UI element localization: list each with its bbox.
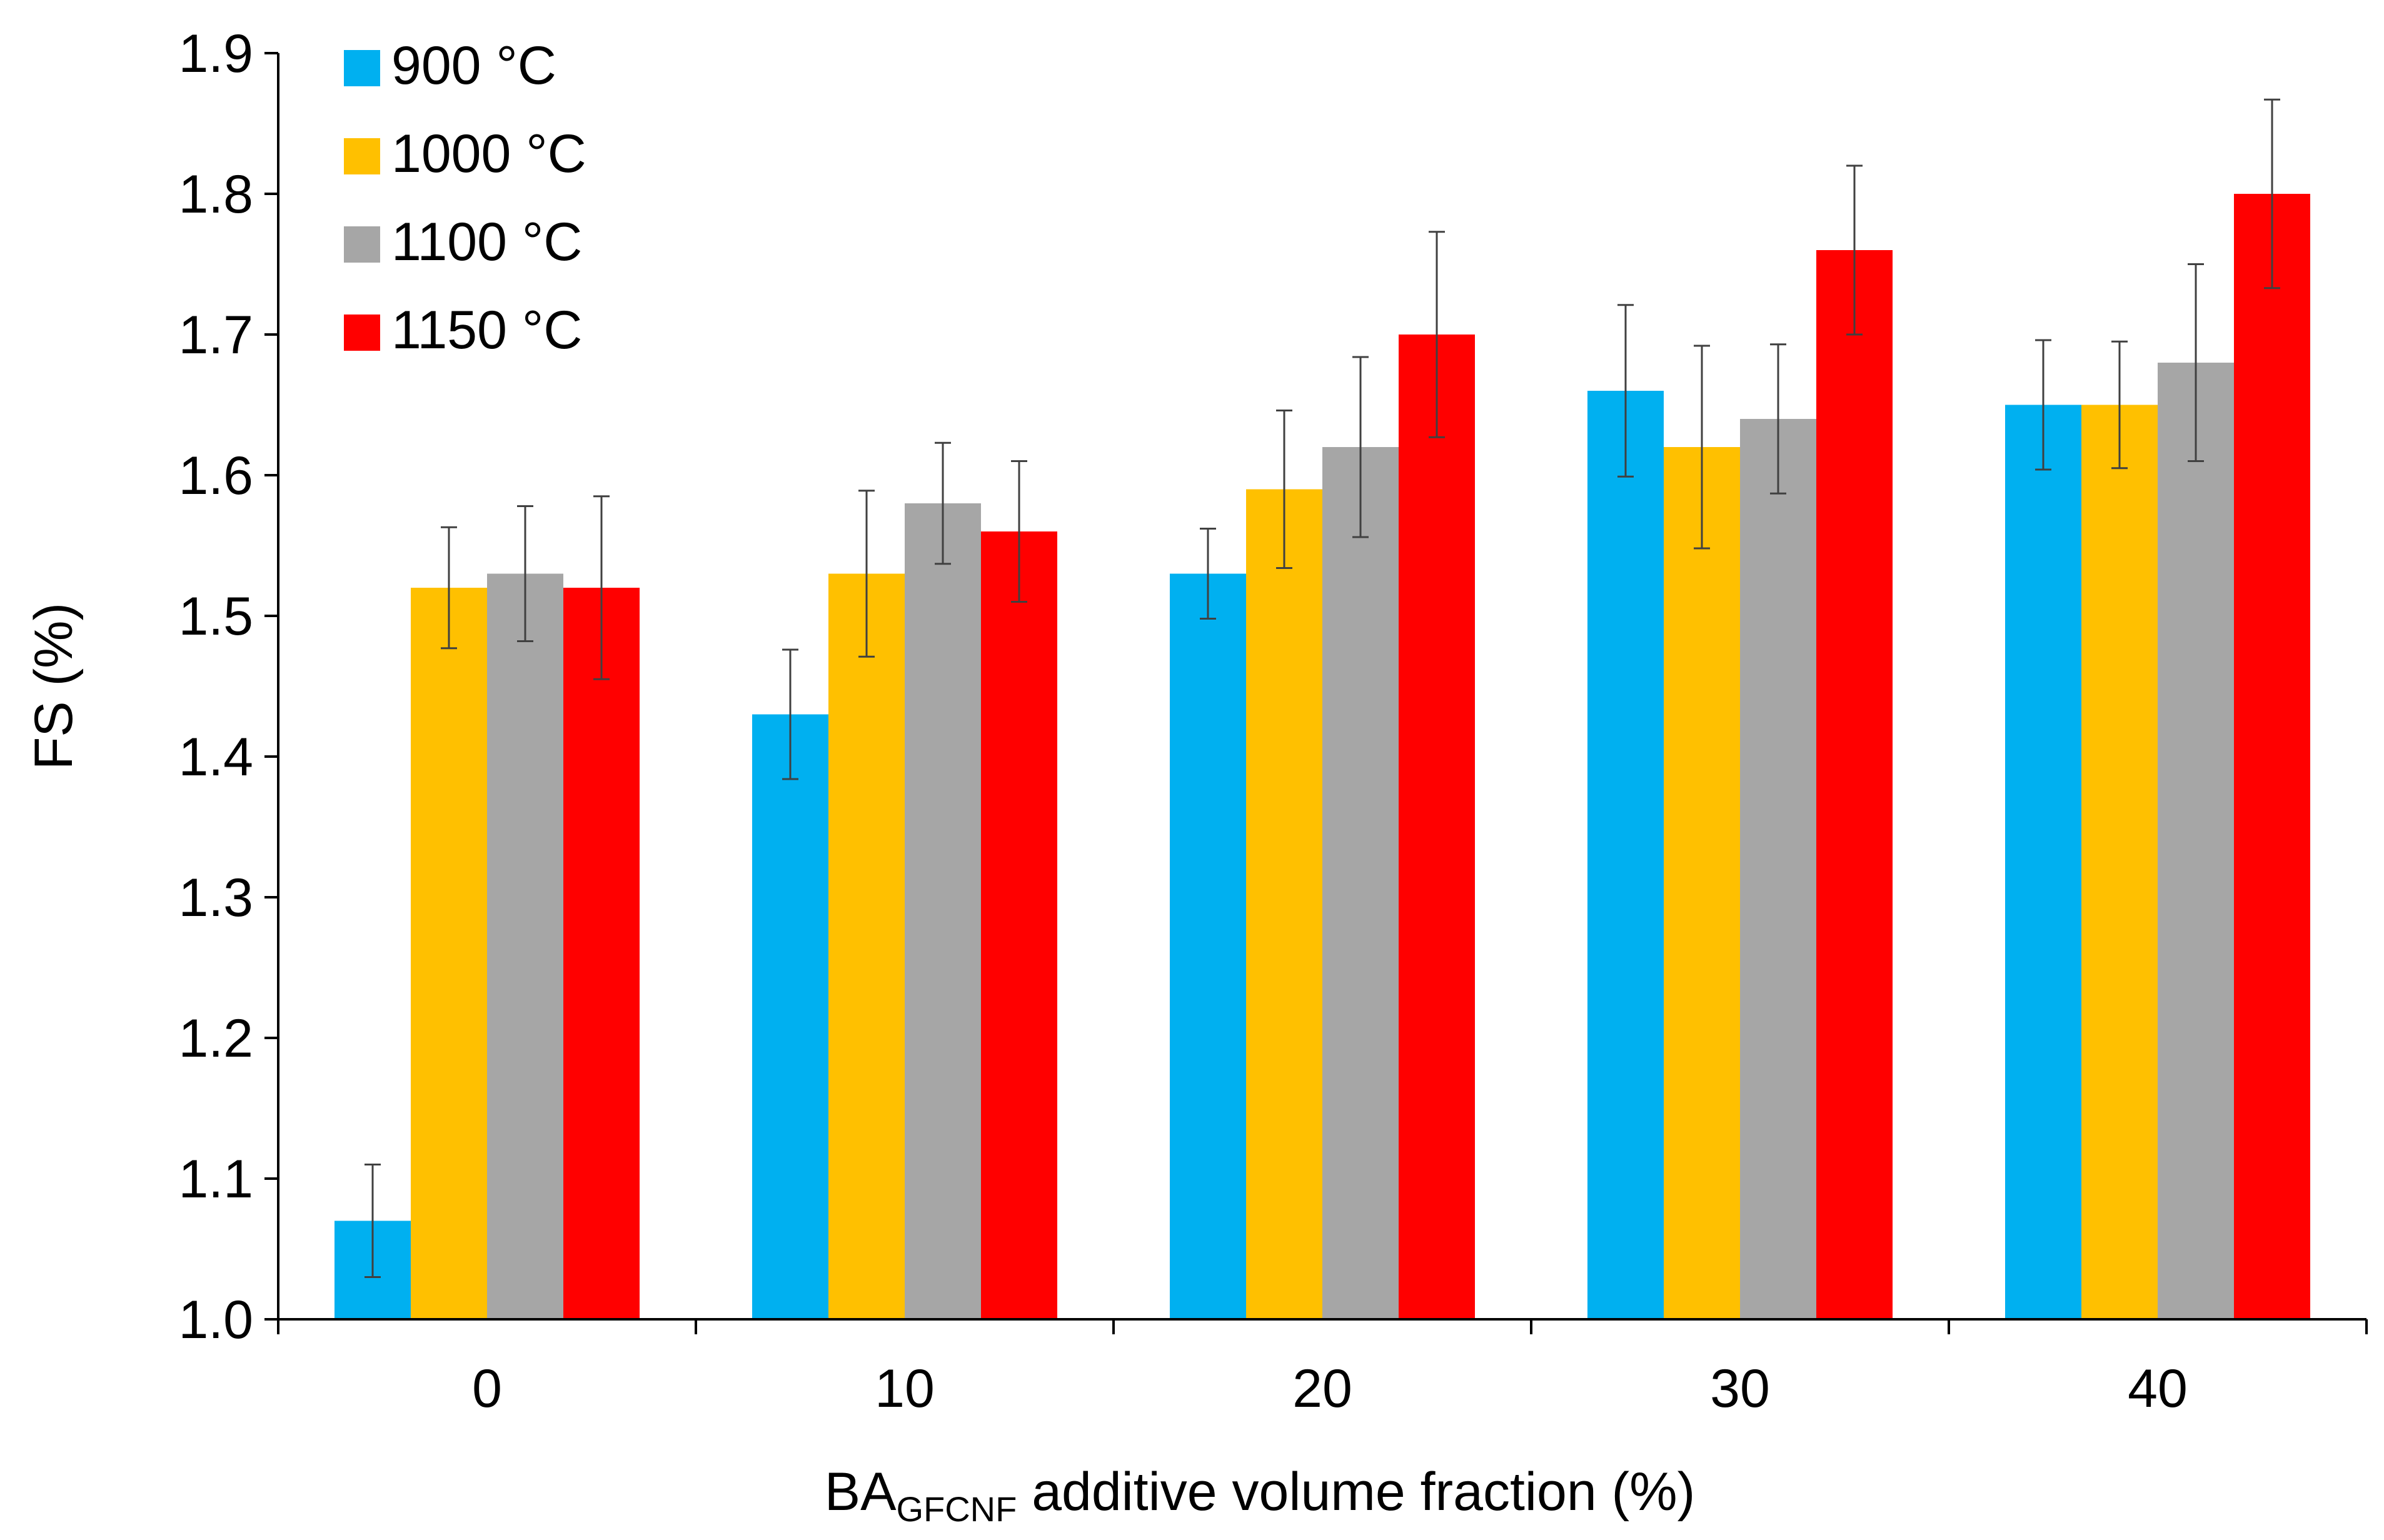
y-tick-label: 1.3 [178,868,253,928]
y-tick-label: 1.0 [178,1290,253,1350]
y-tick-label: 1.6 [178,446,253,506]
bar [563,588,640,1319]
bar [487,573,563,1319]
x-tick-label: 30 [1710,1359,1770,1419]
bar [752,714,828,1319]
legend: 900 °C 1000 °C 1100 °C 1150 °C [344,36,586,360]
legend-swatch [344,315,380,351]
y-axis-title: FS (%) [24,603,84,770]
legend-swatch [344,138,380,174]
y-tick-label: 1.4 [178,727,253,787]
bar [1322,447,1399,1319]
x-tick-label: 10 [875,1359,935,1419]
x-axis-title: BAGFCNF additive volume fraction (%) [825,1462,1696,1529]
y-tick-label: 1.8 [178,164,253,224]
legend-label: 1000 °C [391,124,586,184]
bar [905,503,981,1319]
legend-label: 900 °C [391,36,556,96]
bar [828,573,905,1319]
x-tick-label: 0 [472,1359,502,1419]
x-tick-label: 40 [2128,1359,2188,1419]
bar [1246,489,1322,1319]
x-axis-title-rest: additive volume fraction (%) [1017,1462,1695,1522]
error-bars-layer [365,98,2280,1278]
x-ticks: 0 10 20 30 40 [277,1319,2368,1419]
legend-swatch [344,50,380,86]
bar [2158,363,2234,1319]
x-axis-title-subscript: GFCNF [896,1489,1017,1529]
x-axis-title-main: BA [825,1462,897,1522]
x-tick-label: 20 [1292,1359,1352,1419]
bar [1399,335,1475,1319]
bar [1587,391,1664,1319]
bar [1816,250,1893,1319]
bar [1664,447,1740,1319]
bar [2081,405,2158,1319]
axes [277,53,2366,1321]
y-tick-label: 1.2 [178,1009,253,1069]
legend-swatch [344,226,380,263]
y-tick-label: 1.9 [178,24,253,84]
bar [1740,419,1816,1319]
y-ticks: 1.0 1.1 1.2 1.3 1.4 1.5 1.6 1.7 1.8 1.9 [178,24,278,1350]
bar [981,531,1057,1319]
bar [411,588,487,1319]
y-tick-label: 1.5 [178,586,253,647]
bar [1170,573,1246,1319]
y-tick-label: 1.7 [178,305,253,365]
bar [2234,194,2310,1319]
y-tick-label: 1.1 [178,1149,253,1209]
bar [2005,405,2081,1319]
legend-label: 1150 °C [391,300,582,360]
legend-label: 1100 °C [391,212,582,272]
bars-layer [334,194,2310,1319]
